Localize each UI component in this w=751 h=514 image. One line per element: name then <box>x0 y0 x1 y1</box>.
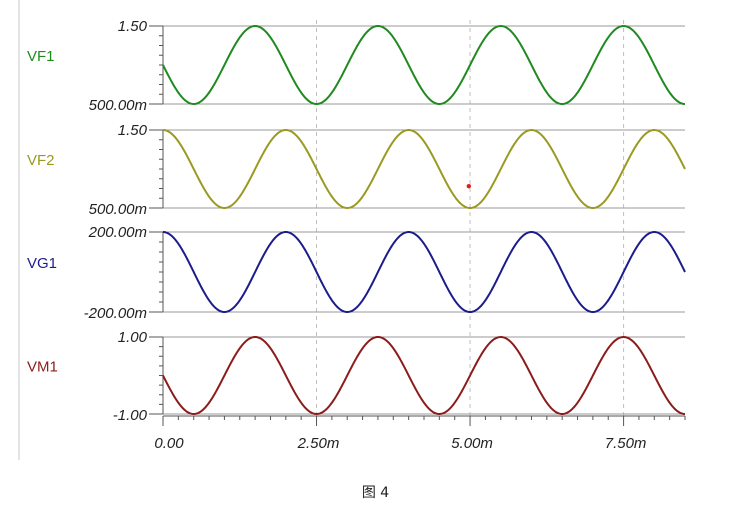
panel-vf2: 1.50 500.00m VF2 <box>27 122 686 218</box>
waveform-vg1 <box>162 230 686 314</box>
x-tick-label: 7.50m <box>605 435 647 452</box>
x-tick-label: 0.00 <box>154 435 184 452</box>
signal-name-vf2: VF2 <box>27 152 55 169</box>
panel-vm1: 1.00 -1.00 VM1 <box>27 329 686 424</box>
waveform-chart: 1.50 500.00m VF1 1.50 500.00m VF2 200.00m -200.… <box>18 0 686 460</box>
signal-panels: 1.50 500.00m VF1 1.50 500.00m VF2 200.00m -200.… <box>27 18 686 424</box>
signal-name-vg1: VG1 <box>27 255 57 272</box>
signal-name-vm1: VM1 <box>27 359 58 376</box>
waveform-vm1 <box>162 335 686 416</box>
y-tick-label: 200.00m <box>88 224 147 241</box>
x-tick-label: 5.00m <box>451 435 493 452</box>
y-tick-label: -200.00m <box>84 305 147 322</box>
x-axis: 0.00 2.50m 5.00m 7.50m <box>154 415 686 452</box>
y-tick-label: 1.00 <box>118 329 148 346</box>
signal-name-vf1: VF1 <box>27 48 55 65</box>
cursor-marker <box>466 183 472 189</box>
vertical-grid <box>316 20 625 418</box>
y-tick-label: 1.50 <box>118 122 148 139</box>
panel-vg1: 200.00m -200.00m VG1 <box>27 224 686 322</box>
y-tick-label: 500.00m <box>89 201 147 218</box>
figure-caption: 图 4 <box>361 485 390 501</box>
waveform-vf1 <box>162 24 686 106</box>
y-tick-label: 1.50 <box>118 18 148 35</box>
waveform-vf2 <box>162 128 686 210</box>
y-tick-label: 500.00m <box>89 97 147 114</box>
y-tick-label: -1.00 <box>113 407 148 424</box>
x-tick-label: 2.50m <box>297 435 340 452</box>
panel-vf1: 1.50 500.00m VF1 <box>27 18 686 114</box>
